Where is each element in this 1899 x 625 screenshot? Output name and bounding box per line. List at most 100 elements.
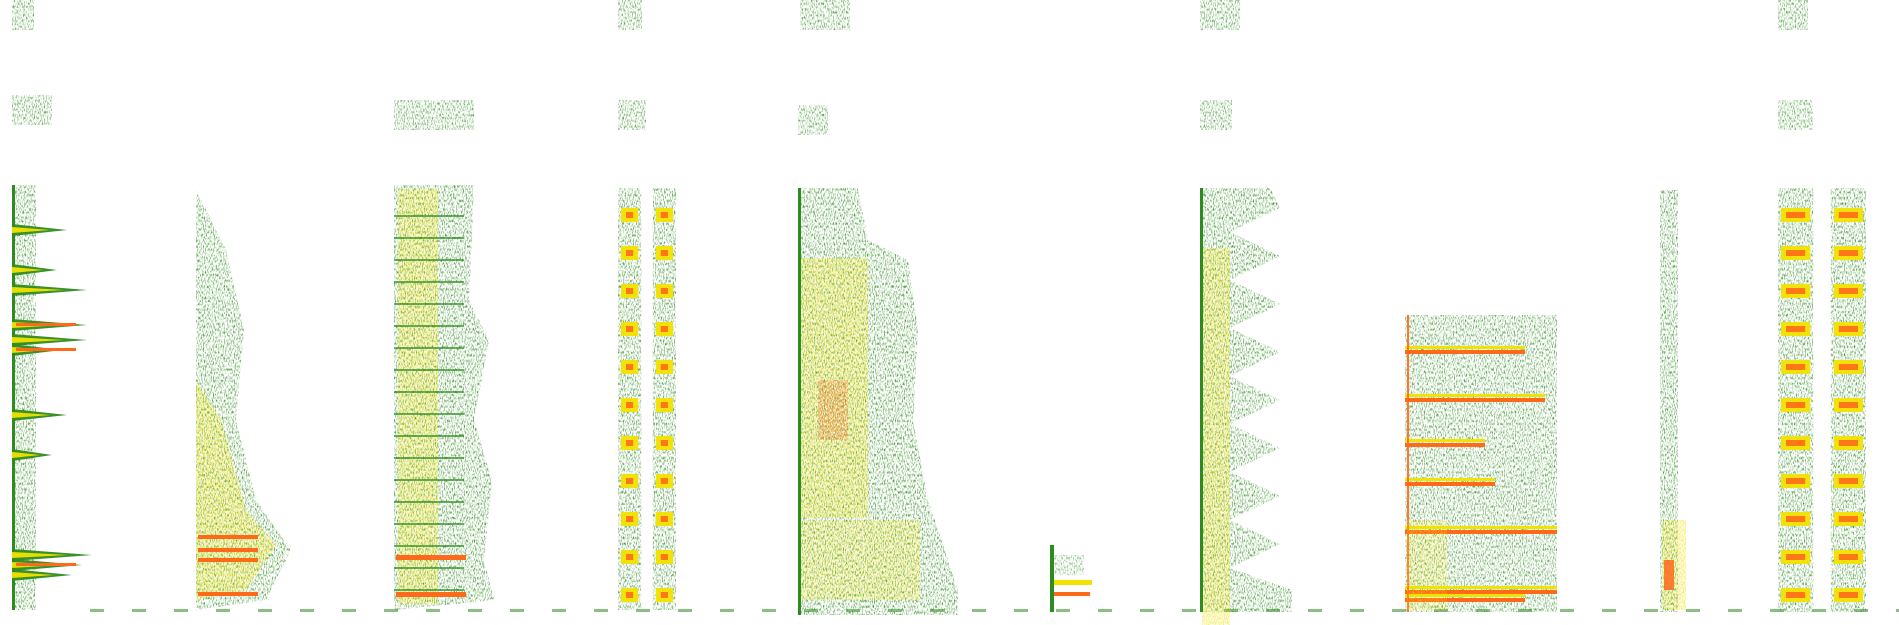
- upper-band: [12, 95, 52, 125]
- pulse-peak: [626, 592, 634, 598]
- baseline-dash: [1728, 609, 1742, 612]
- tone-line: [1054, 580, 1092, 585]
- spectrogram-segment-s2: [196, 190, 291, 610]
- pulse-peak: [660, 478, 668, 484]
- upper-band: [394, 100, 474, 130]
- baseline-dash: [1896, 609, 1899, 612]
- harmonic-spike-core: [12, 227, 51, 233]
- baseline-dash: [594, 609, 608, 612]
- broadband-striation: [394, 589, 464, 591]
- pulse-peak: [1838, 212, 1858, 218]
- segment-edge: [798, 188, 801, 615]
- pulse-peak: [660, 364, 668, 370]
- pulse-peak: [1838, 288, 1858, 294]
- burst-core: [1202, 248, 1230, 625]
- pulse-peak: [1786, 212, 1806, 218]
- spectrogram-layer: [12, 0, 1899, 625]
- broadband-peak: [396, 555, 466, 560]
- pulse-peak: [1838, 554, 1858, 560]
- baseline-dash: [1098, 609, 1112, 612]
- broadband-striation: [394, 369, 464, 371]
- pulse-peak: [626, 288, 634, 294]
- upper-band: [12, 0, 34, 30]
- broadband-striation: [394, 303, 464, 305]
- harmonic-spike-core: [12, 452, 40, 458]
- baseline-dash: [1812, 609, 1826, 612]
- pulse-peak: [660, 326, 668, 332]
- stepped-low: [1407, 520, 1447, 610]
- harmonic-peak: [16, 323, 76, 326]
- upper-band: [1778, 0, 1808, 30]
- pulse-peak: [660, 554, 668, 560]
- pulse-peak: [660, 212, 668, 218]
- broadband-striation: [394, 501, 464, 503]
- harmonic-spike-core: [12, 287, 65, 293]
- harmonic-spike-core: [12, 412, 51, 418]
- upper-band: [1200, 100, 1232, 130]
- baseline-dash: [1182, 609, 1196, 612]
- broadband-striation: [394, 325, 464, 327]
- pulse-peak: [626, 212, 634, 218]
- baseline-dash: [216, 609, 230, 612]
- pulse-peak: [1786, 288, 1806, 294]
- baseline-dash: [720, 609, 734, 612]
- broadband-striation: [394, 545, 464, 547]
- broadband-striation: [394, 281, 464, 283]
- broadband-striation: [394, 259, 464, 261]
- pulse-peak: [626, 478, 634, 484]
- harmonic-peak: [16, 563, 76, 566]
- spectrogram-segment-s10: [1778, 0, 1866, 612]
- broadband-core: [398, 189, 438, 604]
- pulse-peak: [660, 440, 668, 446]
- stepped-tone: [1405, 530, 1557, 534]
- pulse-peak: [1838, 592, 1858, 598]
- stepped-tone-halo: [1405, 439, 1485, 442]
- pulse-peak: [1838, 326, 1858, 332]
- stepped-tone: [1405, 482, 1495, 486]
- stepped-tone-halo: [1405, 526, 1557, 529]
- spectrogram-segment-s1: [12, 0, 92, 610]
- baseline-dash: [552, 609, 566, 612]
- broadband-striation: [394, 523, 464, 525]
- pulse-peak: [1786, 364, 1806, 370]
- upper-band: [618, 0, 642, 30]
- segment-body: [1660, 190, 1678, 612]
- baseline-dash: [1560, 609, 1574, 612]
- stepped-tone-halo: [1405, 346, 1525, 349]
- broadband-striation: [394, 457, 464, 459]
- upper-band: [798, 105, 828, 135]
- harmonic-spike-core: [12, 337, 65, 343]
- pulse-peak: [1838, 364, 1858, 370]
- upper-band: [800, 0, 850, 30]
- spectrogram-segment-s4: [618, 0, 676, 610]
- broadband-striation: [394, 435, 464, 437]
- harmonic-spike-core: [12, 552, 68, 558]
- stepped-edge: [1407, 315, 1409, 612]
- broadband-striation: [394, 215, 464, 217]
- broadband-striation: [394, 237, 464, 239]
- spectrogram-segment-s9: [1660, 190, 1686, 612]
- sweep-peak: [198, 548, 258, 552]
- baseline-dash: [1770, 609, 1784, 612]
- pulse-peak: [1838, 478, 1858, 484]
- baseline-dash: [678, 609, 692, 612]
- pulse-peak: [1786, 402, 1806, 408]
- spectrogram-segment-s6: [1050, 545, 1092, 612]
- pulse-peak: [626, 250, 634, 256]
- pulse-peak: [626, 440, 634, 446]
- stepped-tone-halo: [1405, 478, 1495, 481]
- baseline-dash: [636, 609, 650, 612]
- pulse-peak: [1786, 250, 1806, 256]
- pulse-peak: [626, 364, 634, 370]
- spectrogram-segment-s7: [1200, 0, 1292, 625]
- harmonic-peak: [16, 348, 76, 351]
- baseline-dash: [384, 609, 398, 612]
- harmonic-spike-core: [12, 267, 44, 273]
- pulse-peak: [1838, 440, 1858, 446]
- tone-edge: [1050, 545, 1054, 612]
- pulse-peak: [660, 516, 668, 522]
- upper-band: [618, 100, 646, 130]
- spectrogram-segment-s3: [394, 100, 494, 610]
- baseline-dash: [510, 609, 524, 612]
